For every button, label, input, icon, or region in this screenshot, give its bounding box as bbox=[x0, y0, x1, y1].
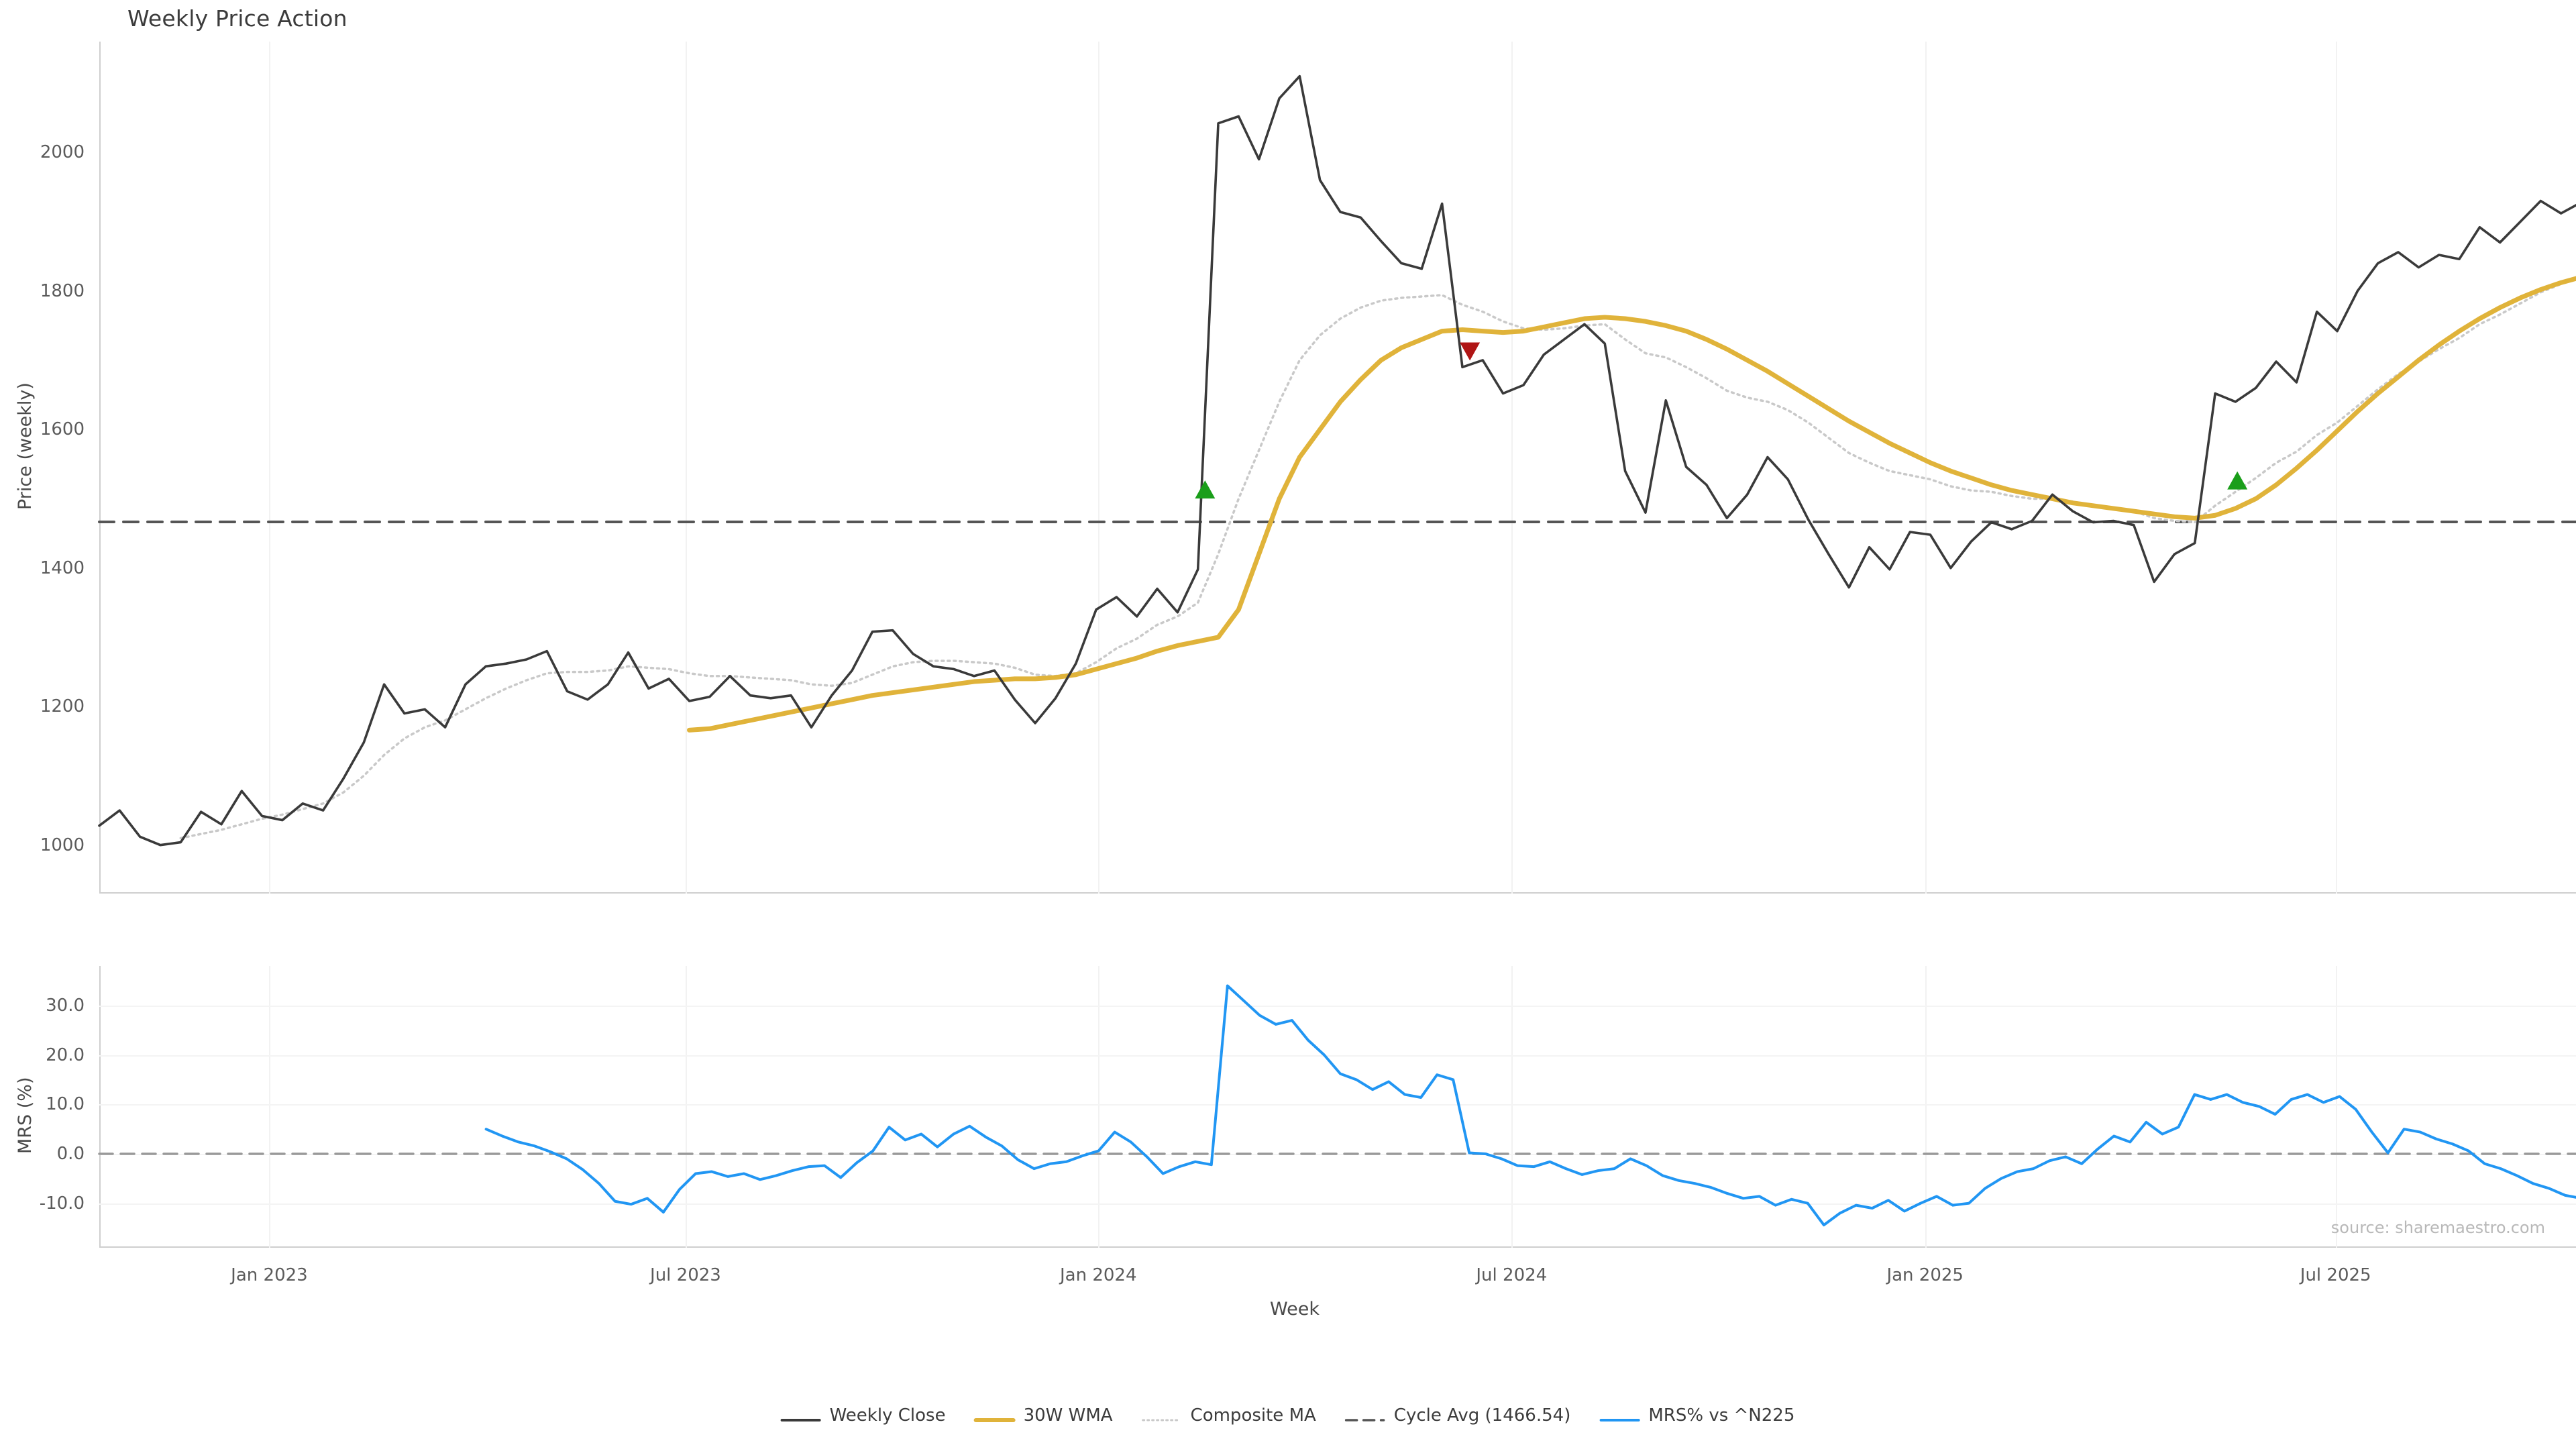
chart-title: Weekly Price Action bbox=[127, 5, 347, 32]
sell-marker-icon bbox=[1460, 342, 1481, 361]
mrs-y-axis-spine bbox=[99, 966, 101, 1248]
mrs-y-tick: 20.0 bbox=[46, 1044, 85, 1065]
mrs-horizontal-gridline bbox=[99, 1203, 2576, 1205]
legend-label: Composite MA bbox=[1190, 1405, 1316, 1426]
mrs-vertical-gridline bbox=[685, 966, 687, 1248]
x-tick-label: Jan 2023 bbox=[231, 1265, 308, 1285]
price-chart-panel: 1000 1200 1400 1600 1800 2000 bbox=[40, 42, 2576, 894]
mrs-y-axis-label: MRS (%) bbox=[15, 1077, 36, 1155]
mrs-horizontal-gridline bbox=[99, 1055, 2576, 1057]
mrs-plot-background bbox=[99, 966, 2576, 1248]
mrs-y-tick: 30.0 bbox=[46, 995, 85, 1016]
price-plot-background bbox=[99, 42, 2576, 894]
legend-item[interactable]: MRS% vs ^N225 bbox=[1599, 1405, 1795, 1426]
legend-label: Weekly Close bbox=[829, 1405, 946, 1426]
price-vertical-gridline bbox=[269, 42, 271, 894]
mrs-y-tick: 10.0 bbox=[46, 1094, 85, 1115]
mrs-x-axis-spine bbox=[99, 1246, 2576, 1248]
x-tick-label: Jul 2025 bbox=[2300, 1265, 2371, 1285]
legend-label: 30W WMA bbox=[1023, 1405, 1113, 1426]
buy-marker-icon bbox=[1195, 480, 1216, 499]
mrs-vertical-gridline bbox=[2335, 966, 2337, 1248]
legend-item[interactable]: Cycle Avg (1466.54) bbox=[1345, 1405, 1571, 1426]
mrs-horizontal-gridline bbox=[99, 1154, 2576, 1155]
x-tick-label: Jul 2024 bbox=[1476, 1265, 1548, 1285]
mrs-y-tick: -10.0 bbox=[39, 1193, 85, 1214]
legend-label: MRS% vs ^N225 bbox=[1648, 1405, 1795, 1426]
mrs-chart-panel: -10.0 0.0 10.0 20.0 30.0 Jan 2023 Jul 2023 Jan… bbox=[40, 966, 2576, 1285]
price-x-axis-spine bbox=[99, 892, 2576, 894]
mrs-line bbox=[484, 984, 2576, 1227]
composite-ma-line bbox=[179, 276, 2576, 840]
legend-item[interactable]: Composite MA bbox=[1142, 1407, 1316, 1424]
price-series-svg bbox=[98, 74, 2576, 847]
price-vertical-gridline bbox=[685, 42, 687, 894]
mrs-vertical-gridline bbox=[269, 966, 271, 1248]
x-tick-label: Jan 2024 bbox=[1059, 1265, 1137, 1285]
price-vertical-gridline bbox=[1925, 42, 1927, 894]
price-y-tick: 1600 bbox=[40, 419, 85, 440]
mrs-vertical-gridline bbox=[1925, 966, 1927, 1248]
price-vertical-gridline bbox=[2335, 42, 2337, 894]
price-y-axis-label: Price (weekly) bbox=[15, 382, 36, 510]
mrs-vertical-gridline bbox=[1511, 966, 1513, 1248]
source-note: source: sharemaestro.com bbox=[2330, 1218, 2545, 1237]
price-y-tick: 1000 bbox=[40, 835, 85, 855]
price-y-tick: 2000 bbox=[40, 142, 85, 163]
x-tick-label: Jul 2023 bbox=[650, 1265, 721, 1285]
x-tick-label: Jan 2025 bbox=[1886, 1265, 1964, 1285]
mrs-horizontal-gridline bbox=[99, 1104, 2576, 1106]
price-y-tick: 1200 bbox=[40, 696, 85, 717]
legend-item[interactable]: Weekly Close bbox=[780, 1405, 946, 1426]
price-y-axis-spine bbox=[99, 42, 101, 894]
chart-legend: Weekly Close 30W WMA Composite MA Cycle … bbox=[767, 1407, 1810, 1424]
legend-item[interactable]: 30W WMA bbox=[973, 1405, 1113, 1426]
price-vertical-gridline bbox=[1511, 42, 1513, 894]
buy-marker-icon bbox=[2227, 471, 2248, 490]
x-axis-label: Week bbox=[1270, 1299, 1320, 1320]
legend-label: Cycle Avg (1466.54) bbox=[1393, 1405, 1571, 1426]
weekly-close-line bbox=[98, 74, 2576, 847]
price-y-tick: 1800 bbox=[40, 280, 85, 301]
wma-30w-line bbox=[687, 276, 2576, 733]
mrs-horizontal-gridline bbox=[99, 1005, 2576, 1007]
mrs-y-tick: 0.0 bbox=[56, 1144, 85, 1164]
mrs-series-svg bbox=[98, 984, 2576, 1227]
price-y-tick: 1400 bbox=[40, 557, 85, 578]
mrs-vertical-gridline bbox=[1098, 966, 1100, 1248]
price-vertical-gridline bbox=[1098, 42, 1100, 894]
